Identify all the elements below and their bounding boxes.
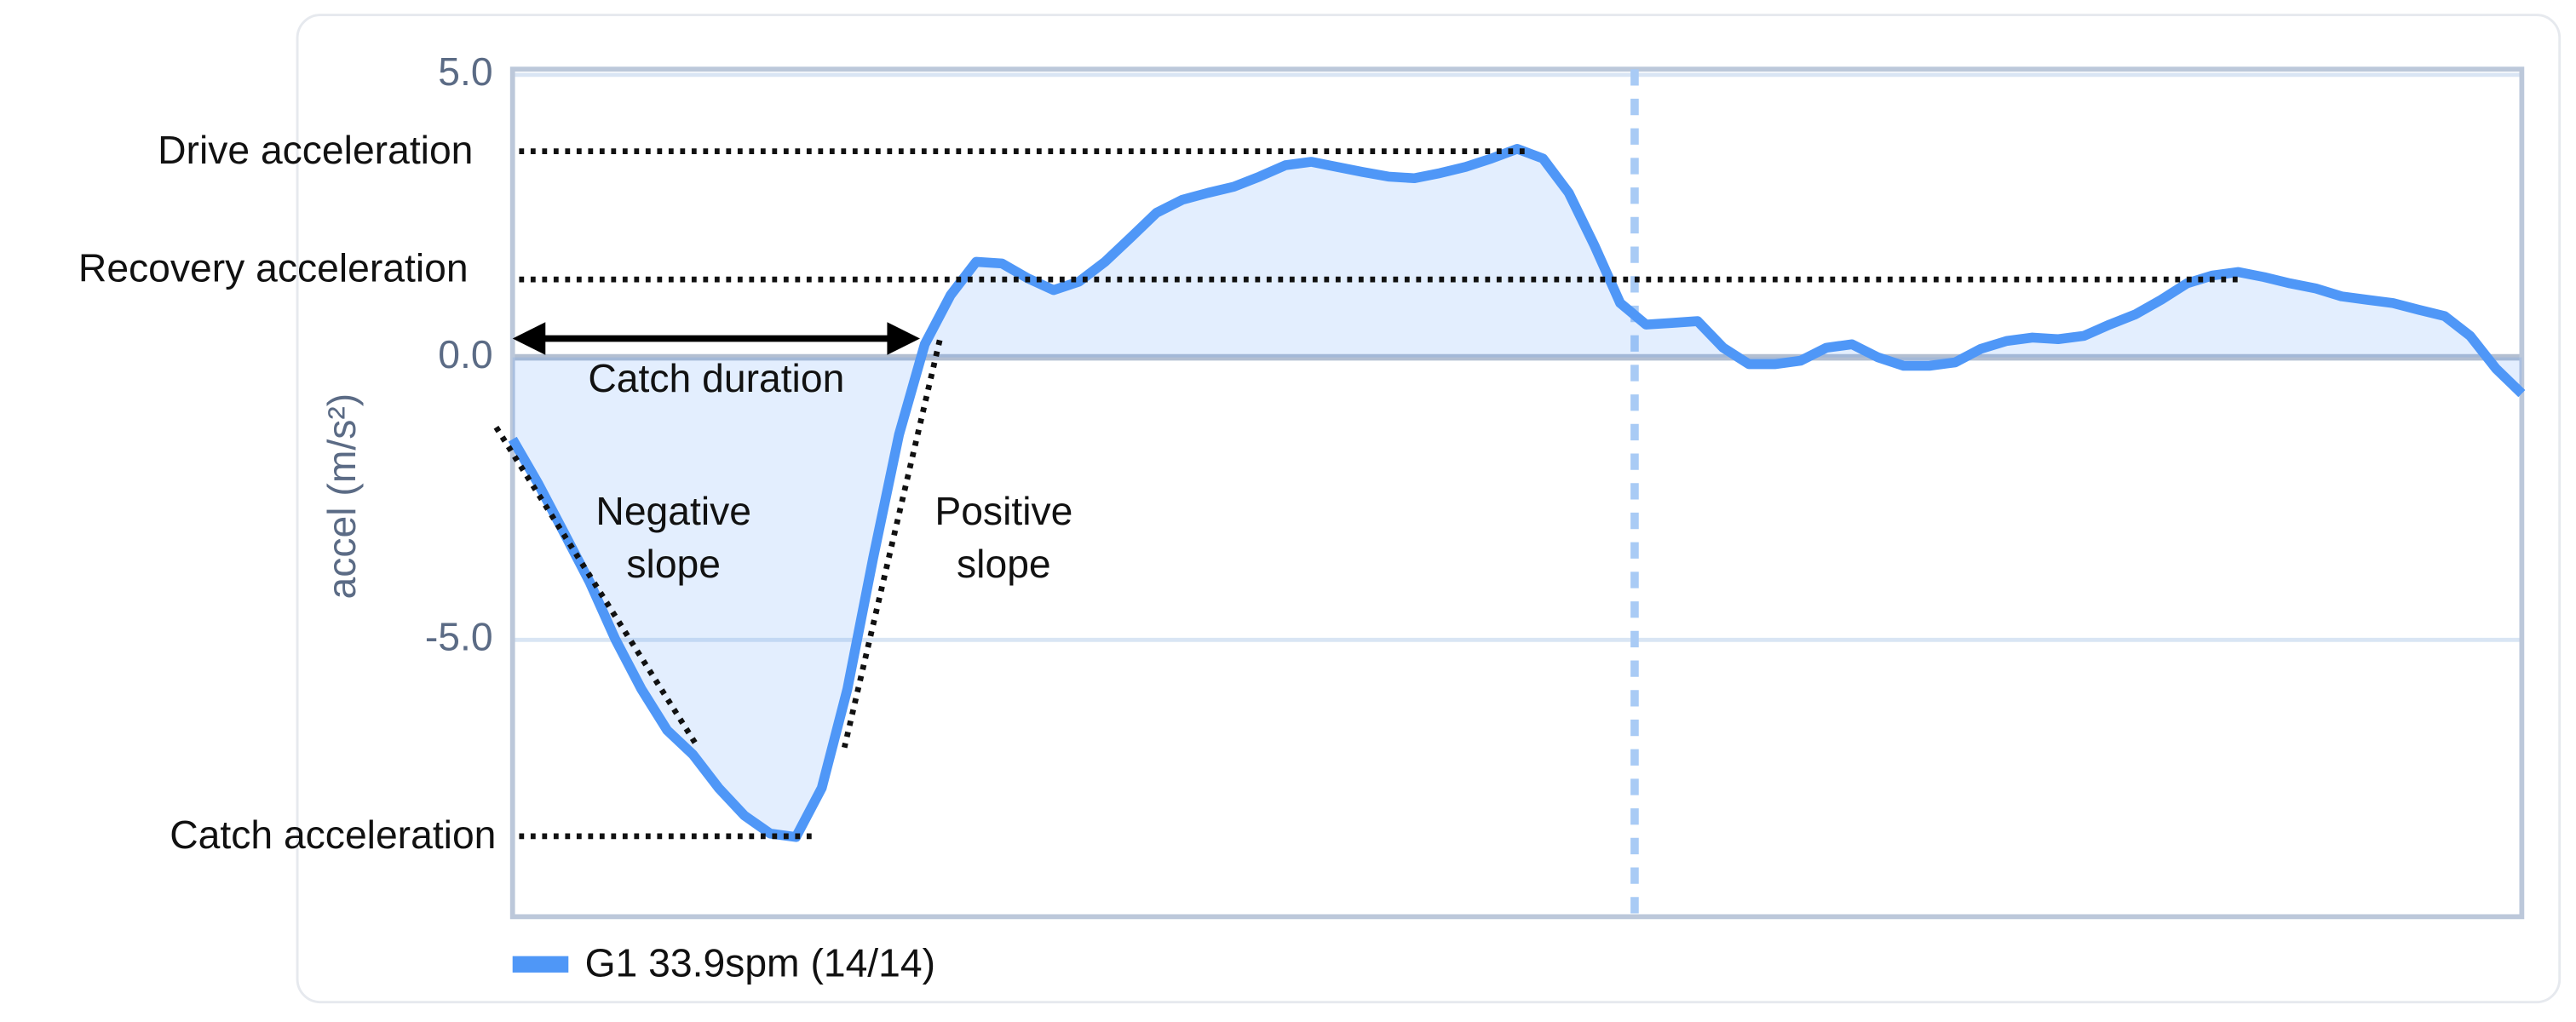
negative-slope-line bbox=[493, 425, 698, 744]
arrow-head bbox=[512, 322, 546, 355]
legend-swatch bbox=[512, 956, 569, 973]
annotation: Recovery acceleration bbox=[78, 246, 469, 290]
y-tick-label: -5.0 bbox=[425, 614, 493, 658]
card bbox=[296, 14, 2562, 1004]
positive-slope-line bbox=[841, 339, 943, 749]
annotation: Negative bbox=[595, 489, 751, 533]
area bbox=[512, 148, 2522, 837]
y-tick-label: 5.0 bbox=[438, 49, 492, 94]
y-tick-label: 0.0 bbox=[438, 332, 492, 376]
annotation: slope bbox=[957, 542, 1051, 586]
annotations: Drive acceleration Recovery acceleration… bbox=[78, 128, 2238, 857]
annotation: slope bbox=[626, 542, 721, 586]
y-axis-label: accel (m/s²) bbox=[319, 393, 364, 600]
annotation: Catch acceleration bbox=[170, 812, 496, 857]
annotation: Catch duration bbox=[588, 356, 844, 400]
line bbox=[508, 143, 2526, 842]
annotation: Drive acceleration bbox=[158, 128, 473, 172]
annotation: Positive bbox=[934, 489, 1072, 533]
plot-frame bbox=[509, 66, 2525, 920]
arrow-head bbox=[887, 322, 920, 355]
legend-label: G1 33.9spm (14/14) bbox=[585, 940, 935, 985]
